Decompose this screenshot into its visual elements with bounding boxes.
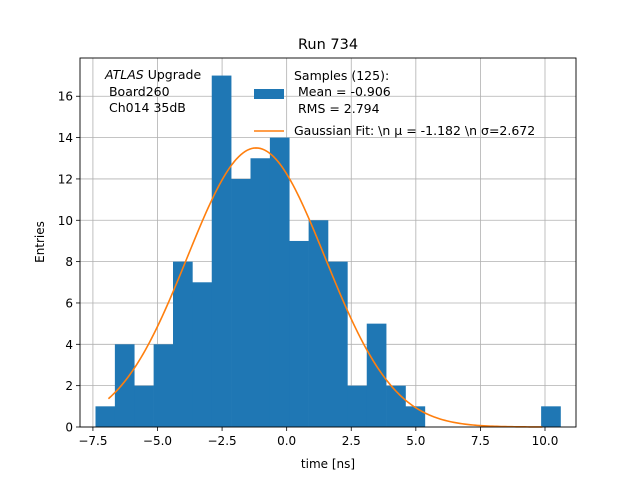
legend-histogram-title: Samples (125): [294,68,389,83]
x-tick-label: 10.0 [532,434,559,448]
y-tick-label: 12 [58,172,73,186]
atlas-label: ATLAS [104,67,144,82]
histogram-bar [250,158,271,427]
legend: Samples (125): Mean = -0.906 RMS = 2.794… [254,68,535,138]
y-tick-label: 0 [65,421,73,435]
legend-fit-label: Gaussian Fit: \n μ = -1.182 \n σ=2.672 [294,123,535,138]
y-tick-label: 16 [58,90,73,104]
x-tick-label: −7.5 [78,434,107,448]
x-tick-label: 7.5 [471,434,490,448]
y-axis-ticks: 0 2 4 6 8 10 12 14 16 [58,90,80,435]
y-tick-label: 2 [65,379,73,393]
annotation-channel: Ch014 35dB [105,100,186,115]
x-axis-ticks: −7.5 −5.0 −2.5 0.0 2.5 5.0 7.5 10.0 [78,427,558,448]
histogram-bar [153,344,174,427]
y-tick-label: 8 [65,255,73,269]
plot-frame [79,57,577,428]
chart-title: Run 734 [298,37,358,53]
annotation-line-1: ATLAS Upgrade [104,67,201,82]
gaussian-fit-curve [107,147,543,428]
y-tick-label: 4 [65,338,73,352]
x-tick-label: 5.0 [406,434,425,448]
histogram-bar [289,240,309,427]
histogram-bar [114,344,135,427]
x-axis-label: time [ns] [301,457,355,471]
histogram-bar [347,385,368,427]
legend-histogram-patch [254,89,284,99]
x-tick-label: 2.5 [342,434,361,448]
x-tick-label: 0.0 [277,434,296,448]
histogram-bar [405,406,426,427]
histogram-bars [95,75,561,428]
legend-histogram-mean: Mean = -0.906 [294,84,391,99]
histogram-bar [95,406,116,427]
y-tick-label: 14 [58,131,73,145]
annotation-board: Board260 [105,84,170,99]
y-axis-label: Entries [33,221,47,263]
histogram-bar [269,137,290,427]
y-tick-label: 6 [65,296,73,310]
histogram-bar [308,220,329,427]
histogram-bar [173,261,193,427]
y-tick-label: 10 [58,214,73,228]
histogram-bar [192,282,213,427]
x-tick-label: −5.0 [143,434,172,448]
annotation-text: ATLAS Upgrade Board260 Ch014 35dB [104,67,201,115]
legend-histogram-rms: RMS = 2.794 [294,101,380,116]
histogram-bar [211,75,232,428]
histogram-bar [366,323,387,427]
histogram-bar [328,261,348,427]
histogram-bar [134,385,154,427]
upgrade-label: Upgrade [144,67,202,82]
histogram-bar [231,178,251,427]
x-tick-label: −2.5 [208,434,237,448]
histogram-bar [541,406,561,427]
